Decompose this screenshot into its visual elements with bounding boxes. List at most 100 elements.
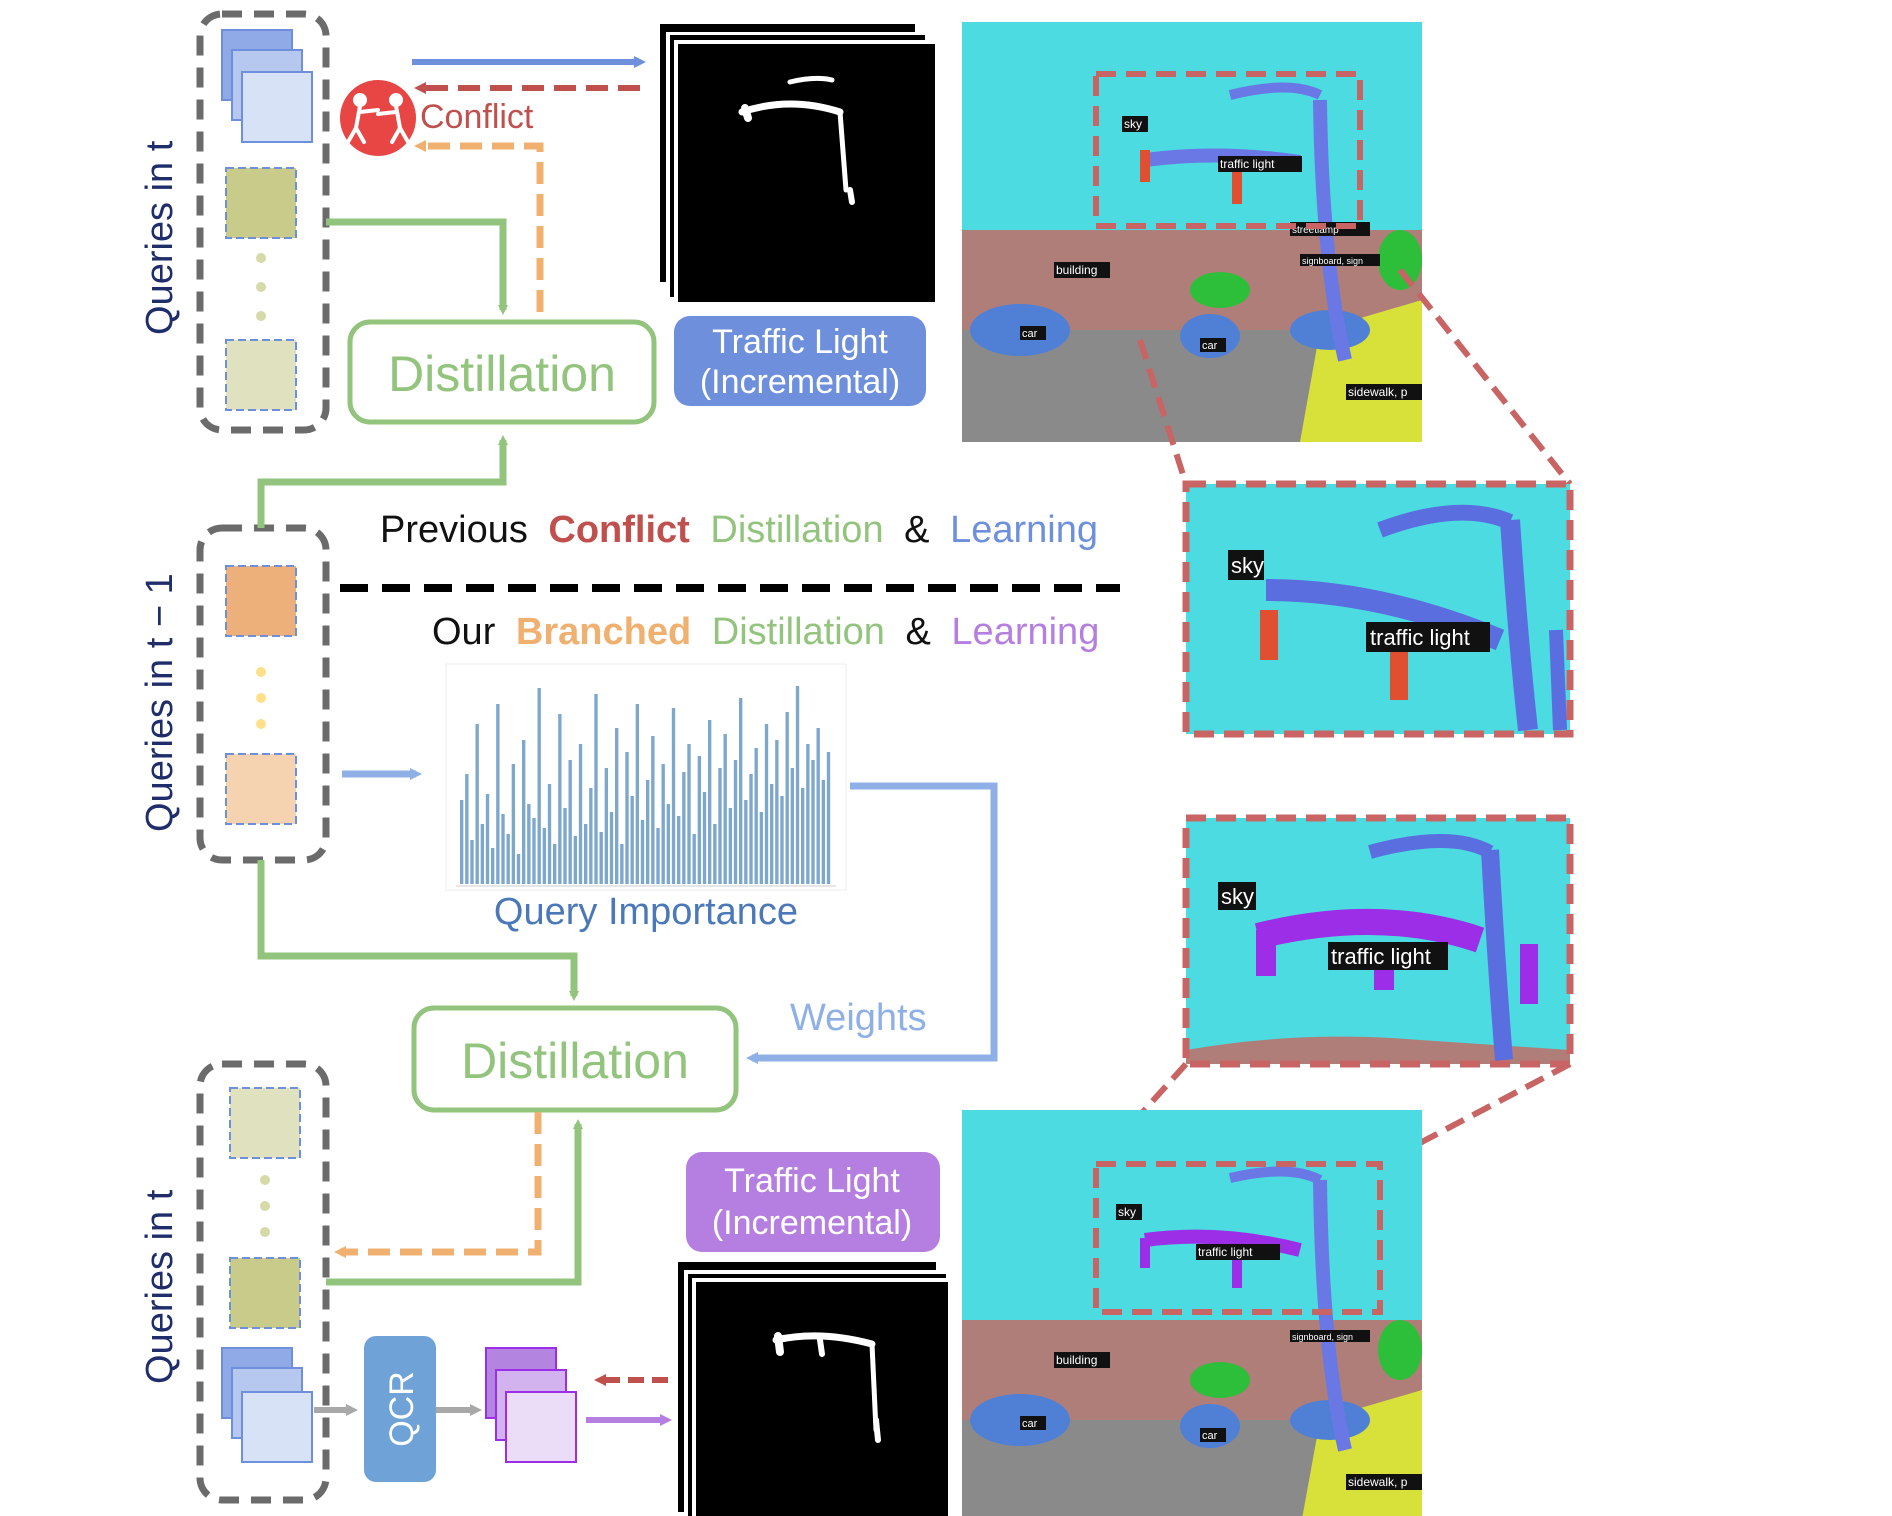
importance-bar <box>511 764 516 884</box>
middle-section: Queries in t − 1 Previous Conflict Disti… <box>139 435 1120 1064</box>
importance-bar <box>790 768 795 884</box>
importance-bar <box>573 836 578 884</box>
mask-traffic-light-shape <box>738 75 855 205</box>
ellipsis-dot <box>256 311 266 321</box>
importance-bar <box>491 848 495 884</box>
bottom-traffic-light-line2: (Incremental) <box>712 1204 912 1242</box>
ellipsis-dot <box>256 253 266 263</box>
chart-label: Query Importance <box>494 891 798 933</box>
prev-to-top-distillation-arrow <box>257 435 508 528</box>
zoom-connector <box>1378 1061 1572 1167</box>
importance-bar <box>496 704 500 884</box>
query-orange-2 <box>225 753 297 825</box>
fighting-figures-icon <box>346 93 410 144</box>
importance-bar <box>775 740 779 884</box>
middle-side-label: Queries in t − 1 <box>139 573 181 832</box>
zoom-previous: sky traffic light <box>1182 480 1574 738</box>
qcr-box <box>364 1336 436 1482</box>
importance-bar <box>558 714 562 884</box>
ours-distillation-word: Distillation <box>712 611 885 653</box>
previous-caption: Previous Conflict Distillation & Learnin… <box>380 509 1098 551</box>
previous-and-word: & <box>904 509 929 551</box>
scene-label-sky: sky <box>1118 1205 1136 1219</box>
scene-label-car: car <box>1202 340 1218 352</box>
weights-label: Weights <box>790 997 927 1039</box>
importance-bar <box>625 752 629 884</box>
importance-bar <box>749 774 753 884</box>
importance-bar <box>553 844 557 884</box>
bottom-distillation-label: Distillation <box>461 1033 689 1089</box>
importance-bar <box>547 784 552 884</box>
distill-to-query-arrow <box>334 1112 542 1258</box>
importance-bar <box>728 808 733 884</box>
importance-bar <box>609 812 614 884</box>
zoom-label-traffic-light: traffic light <box>1370 625 1470 650</box>
importance-bar <box>785 712 789 884</box>
ours-caption: Our Branched Distillation & Learning <box>432 611 1099 653</box>
importance-bar <box>671 708 676 884</box>
importance-bar <box>780 796 784 884</box>
bottom-scene-image: sky traffic light building car car sidew… <box>962 1110 1422 1516</box>
ours-learning-word: Learning <box>951 611 1099 653</box>
importance-bar <box>708 720 712 884</box>
traffic-light-badge-purple <box>686 1152 940 1252</box>
scene-label-sidewalk: sidewalk, p <box>1348 385 1408 399</box>
top-scene-image: sky traffic light building car car sidew… <box>962 22 1422 442</box>
ours-and-word: & <box>906 611 931 653</box>
importance-bar <box>759 812 764 884</box>
query-purple-stack-3 <box>505 1391 577 1463</box>
importance-bar <box>480 824 485 884</box>
zoom-connector <box>1397 268 1573 486</box>
ours-branched-word: Branched <box>516 611 691 653</box>
traffic-light-line2: (Incremental) <box>700 363 900 401</box>
ellipsis-dot <box>260 1175 270 1185</box>
importance-bar <box>661 764 665 884</box>
importance-bar <box>599 832 603 884</box>
importance-bar <box>682 772 686 884</box>
scene-label-building: building <box>1056 263 1097 277</box>
conflict-label: Conflict <box>420 98 534 136</box>
conflict-icon <box>340 80 416 156</box>
prev-to-bottom-distillation-arrow <box>257 860 579 1001</box>
importance-bar <box>816 728 820 884</box>
importance-chart <box>445 663 847 891</box>
distill-feedback-arrow <box>414 140 544 312</box>
ellipsis-dot <box>256 667 266 677</box>
importance-bar <box>718 768 722 884</box>
importance-bar <box>506 834 510 884</box>
importance-bar <box>754 748 758 884</box>
bottom-query-group <box>196 1060 330 1504</box>
traffic-light-badge-blue <box>674 316 926 406</box>
importance-bar <box>527 804 531 884</box>
bottom-traffic-light-line1: Traffic Light <box>724 1162 900 1200</box>
importance-bar <box>578 744 583 884</box>
importance-bar <box>821 780 826 884</box>
importance-bar <box>485 794 490 884</box>
importance-bar <box>522 740 526 884</box>
query-blue-stack-3 <box>241 1391 313 1463</box>
importance-bar <box>594 694 598 884</box>
top-side-label: Queries in t <box>139 140 181 335</box>
query-olive-light <box>229 1087 301 1159</box>
importance-bar <box>697 756 702 884</box>
scene-label-car: car <box>1202 1430 1218 1442</box>
importance-bar <box>615 728 619 884</box>
scene-label-signboard: signboard, sign <box>1292 1332 1353 1342</box>
importance-bar <box>723 734 727 884</box>
ellipsis-dot <box>256 282 266 292</box>
bottom-side-label: Queries in t <box>139 1189 181 1384</box>
bottom-distillation-box <box>411 1005 739 1113</box>
query-olive-dark <box>229 1257 301 1329</box>
scene-label-signboard: signboard, sign <box>1302 256 1363 266</box>
importance-bar <box>465 774 469 884</box>
query-to-bottom-distillation-arrow <box>326 1119 583 1286</box>
importance-bar <box>677 816 681 884</box>
importance-bar <box>651 736 655 884</box>
zoom-connector <box>1137 339 1189 485</box>
bottom-section: Distillation Queries in t QCR Traffic Li… <box>139 1005 948 1516</box>
importance-bar <box>516 854 521 884</box>
importance-bar <box>692 834 696 884</box>
importance-bar <box>764 724 769 884</box>
importance-bar <box>589 788 593 884</box>
importance-bar <box>630 796 634 884</box>
